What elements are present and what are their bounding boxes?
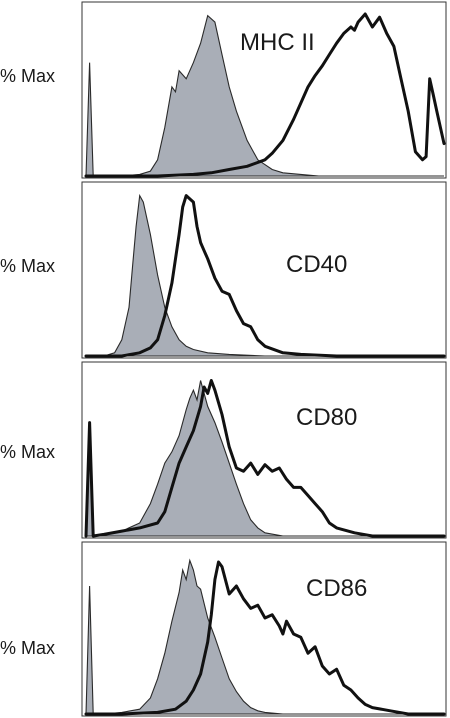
stained-sample-histogram <box>84 560 446 716</box>
panel-frame <box>81 181 447 359</box>
marker-label: CD86 <box>306 575 367 602</box>
y-axis-label: % Max <box>0 442 55 462</box>
histogram-panel: % Max CD80 <box>0 361 447 539</box>
histogram-panel: % Max MHC II <box>0 1 447 179</box>
stained-sample-histogram <box>84 379 446 538</box>
marker-label: CD40 <box>286 251 347 278</box>
panel-frame <box>81 1 447 179</box>
y-axis-label: % Max <box>0 66 55 86</box>
panel-frame <box>81 541 447 717</box>
histogram-panel: % Max CD86 <box>0 541 447 717</box>
stained-sample-histogram <box>84 12 446 178</box>
isotype-control-histogram <box>86 193 444 357</box>
y-axis-label: % Max <box>0 256 55 276</box>
y-axis-label: % Max <box>0 638 55 658</box>
marker-label: MHC II <box>240 29 315 56</box>
isotype-control-histogram <box>85 380 444 537</box>
stained-sample-histogram <box>84 194 446 358</box>
isotype-control-histogram <box>85 14 444 177</box>
panel-frame <box>81 361 447 539</box>
histogram-panel: % Max CD40 <box>0 181 447 359</box>
isotype-control-histogram <box>85 558 444 715</box>
marker-label: CD80 <box>296 404 357 431</box>
